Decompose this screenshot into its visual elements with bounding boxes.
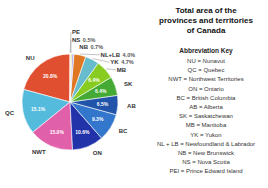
value-label: 4.0%	[123, 52, 136, 58]
annotation: PEI = Prince Edward Island	[169, 168, 242, 174]
value-label: 15.1%	[31, 106, 46, 112]
value-label: 0.7%	[90, 44, 103, 50]
annotation: BC = British Columbia	[177, 95, 237, 101]
slice-label: QC	[5, 110, 15, 116]
value-labels: 20.8% 15.1% 15.0% 10.6% 9.3% 6.5% 6.4% 6.4%	[31, 73, 109, 135]
annotation: NB = New Brunswick	[178, 150, 235, 156]
slice-label: SK	[124, 81, 133, 87]
slice-label: ON	[93, 150, 102, 156]
annotation-heading: Abbreviation Key	[179, 47, 233, 55]
annotations: Abbreviation Key NU = Nunavut QC = Quebec N…	[157, 47, 255, 174]
annotation: ON = Ontario	[188, 86, 224, 92]
slice-label: YK	[110, 59, 119, 65]
value-label: 9.3%	[92, 116, 104, 122]
annotation: YK = Yukon	[190, 132, 221, 138]
value-label: 0.5%	[83, 37, 96, 43]
title-line: of Canada	[187, 26, 226, 35]
annotation: NU = Nunavut	[187, 58, 225, 64]
value-label: 6.4%	[95, 88, 107, 94]
slice	[70, 54, 72, 102]
slice	[70, 54, 71, 102]
value-label: 4.7%	[121, 59, 134, 65]
value-label: 15.0%	[50, 129, 65, 135]
annotation: AB = Alberta	[189, 104, 223, 110]
value-label: 20.8%	[43, 73, 58, 79]
title-line: Total area of the	[175, 6, 237, 15]
value-label: 10.6%	[75, 129, 90, 135]
leader-line	[93, 59, 110, 63]
slice-label: NU	[26, 55, 35, 61]
slice-label: NS	[72, 37, 80, 43]
leader-line	[106, 68, 116, 70]
value-label: 6.4%	[88, 77, 100, 83]
annotation: NL + LB = Newfoundland & Labrador	[157, 141, 255, 147]
value-label: 6.5%	[97, 101, 109, 107]
leader-line	[80, 54, 100, 56]
annotation: SK = Saskatchewan	[179, 113, 233, 119]
title-line: provinces and territories	[159, 16, 253, 25]
annotation: MB = Manitoba	[186, 122, 227, 128]
slice-label: NL+LB	[101, 52, 121, 58]
slice-label: PE	[72, 29, 80, 35]
slice-labels: NU QC NWT ON BC AB SK MB YK4.7%NL+LB4.0% NB0.7% NS…	[5, 29, 136, 156]
slice-label: BC	[119, 128, 128, 134]
slice-label: NB	[79, 44, 88, 50]
slice-label: AB	[127, 103, 136, 109]
annotation: NWT = Northwest Territories	[168, 76, 243, 82]
chart-container: 20.8% 15.1% 15.0% 10.6% 9.3% 6.5% 6.4% 6.4% NU QC…	[0, 0, 268, 188]
chart: 20.8% 15.1% 15.0% 10.6% 9.3% 6.5% 6.4% 6.4% NU QC…	[0, 0, 268, 188]
pie	[22, 54, 118, 150]
slice	[70, 54, 74, 102]
slice-label: NWT	[32, 149, 46, 155]
title: Total area of theprovinces and territori…	[159, 6, 253, 35]
slice-label: MB	[117, 67, 127, 73]
annotation: QC = Quebec	[188, 67, 225, 73]
slice	[70, 54, 86, 102]
annotation: NS = Nova Scotia	[182, 159, 230, 165]
